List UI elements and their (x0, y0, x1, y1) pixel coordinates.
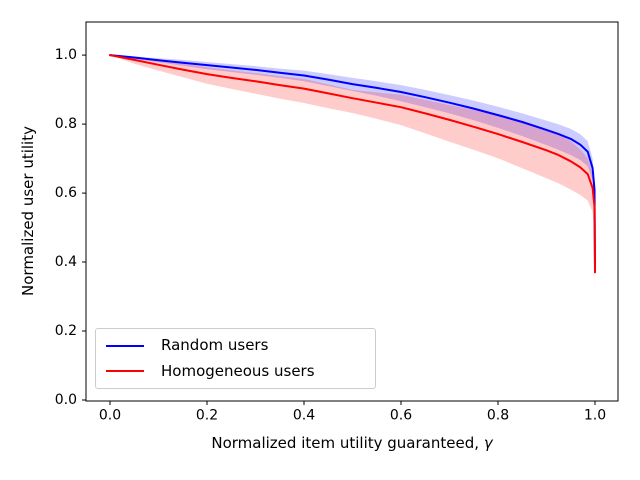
x-tick-label: 0.6 (390, 408, 412, 424)
y-tick-label: 1.0 (55, 47, 77, 63)
confidence-bands (110, 55, 595, 299)
x-tick-label: 0.4 (293, 408, 315, 424)
x-tick-label: 0.0 (99, 408, 121, 424)
y-tick-label: 0.6 (55, 185, 77, 201)
x-tick-label: 1.0 (584, 408, 606, 424)
series-line-1 (109, 54, 596, 274)
legend-item-homogeneous-users: Homogeneous users (106, 359, 365, 385)
legend: Random users Homogeneous users (95, 328, 376, 389)
x-tick-label: 0.2 (196, 408, 218, 424)
axes-spines (85, 21, 619, 402)
legend-item-random-users: Random users (106, 333, 365, 359)
y-tick-label: 0.8 (55, 116, 77, 132)
series-line-0 (109, 54, 596, 269)
x-tick-label: 0.8 (487, 408, 509, 424)
legend-label: Homogeneous users (161, 361, 315, 380)
legend-line-sample-red (106, 370, 144, 373)
y-tick-label: 0.2 (55, 323, 77, 339)
confidence-band-0 (110, 55, 595, 281)
axis-ticks (82, 54, 596, 405)
y-tick-label: 0.4 (55, 254, 77, 270)
x-axis-label: Normalized item utility guaranteed, γ (211, 434, 492, 452)
legend-label: Random users (161, 336, 269, 355)
gamma-symbol: γ (483, 434, 493, 452)
legend-line-sample-blue (106, 344, 144, 347)
data-lines (109, 54, 596, 274)
confidence-band-1 (110, 55, 595, 299)
y-axis-label: Normalized user utility (19, 126, 37, 296)
y-tick-label: 0.0 (55, 392, 77, 408)
plot-border (85, 21, 619, 402)
x-axis-label-text: Normalized item utility guaranteed, (211, 434, 484, 452)
tick-labels: 0.0 0.2 0.4 0.6 0.8 1.0 0.0 0.2 0.4 0.6 0.8 1.0 (55, 47, 606, 423)
